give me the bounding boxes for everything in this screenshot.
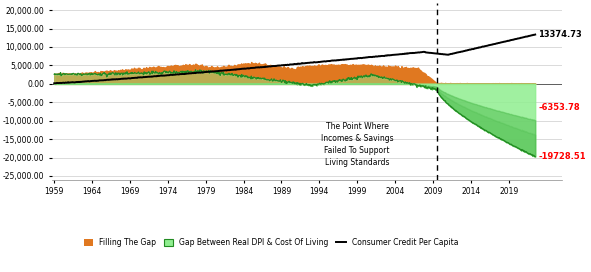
Text: -6353.78: -6353.78 xyxy=(538,103,580,112)
Text: The Point Where
Incomes & Savings
Failed To Support
Living Standards: The Point Where Incomes & Savings Failed… xyxy=(321,122,394,167)
Text: -19728.51: -19728.51 xyxy=(538,152,586,161)
Legend: Filling The Gap, Gap Between Real DPI & Cost Of Living, Consumer Credit Per Capi: Filling The Gap, Gap Between Real DPI & … xyxy=(81,235,461,250)
Text: 13374.73: 13374.73 xyxy=(538,30,582,39)
